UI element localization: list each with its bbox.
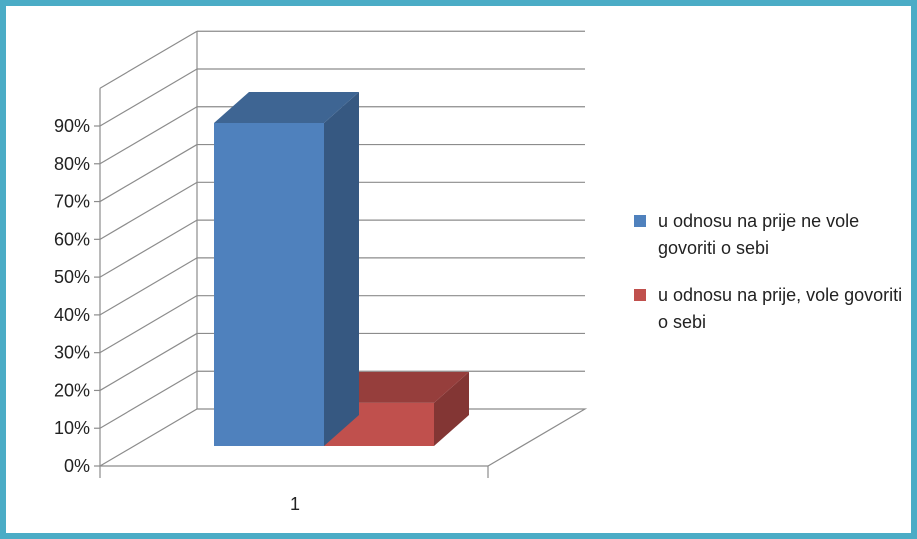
bar-front-series-1 xyxy=(214,123,324,446)
gridline-side-9 xyxy=(99,68,198,127)
floor-outline xyxy=(99,408,588,467)
y-tick-label-2: 20% xyxy=(54,380,90,400)
bar-side-series-1 xyxy=(324,92,359,446)
bar-top-series-1 xyxy=(214,92,359,123)
y-tick-label-7: 70% xyxy=(54,192,90,212)
legend-item-series-1: u odnosu na prije ne vole govoriti o seb… xyxy=(634,208,904,262)
legend-item-series-2: u odnosu na prije, vole govoriti o sebi xyxy=(634,282,904,336)
legend-label-series-1: u odnosu na prije ne vole govoriti o seb… xyxy=(658,211,860,258)
gridline-side-8 xyxy=(99,106,198,165)
gridline-side-6 xyxy=(99,181,198,240)
bars xyxy=(214,92,469,446)
y-tick-label-1: 10% xyxy=(54,418,90,438)
gridline-side-4 xyxy=(99,257,198,316)
y-axis-ticks: 0% 10% 20% 30% 40% 50% 60% 70% 80% 90% xyxy=(54,116,100,476)
gridline-side-2 xyxy=(99,332,198,391)
legend-swatch-red xyxy=(634,289,646,301)
y-tick-label-6: 60% xyxy=(54,229,90,249)
legend-swatch-blue xyxy=(634,215,646,227)
gridline-side-5 xyxy=(99,219,198,278)
y-tick-label-0: 0% xyxy=(64,456,90,476)
y-tick-label-5: 50% xyxy=(54,267,90,287)
legend: u odnosu na prije ne vole govoriti o seb… xyxy=(634,208,904,356)
y-tick-label-9: 90% xyxy=(54,116,90,136)
bar-top-series-2 xyxy=(324,371,469,403)
plot-walls xyxy=(99,31,588,478)
bar-side-series-2 xyxy=(434,371,469,446)
x-category-label: 1 xyxy=(290,494,300,514)
legend-label-series-2: u odnosu na prije, vole govoriti o sebi xyxy=(658,285,903,332)
gridline-side-3 xyxy=(99,295,198,354)
gridline-side-1 xyxy=(99,370,198,429)
y-tick-label-4: 40% xyxy=(54,305,90,325)
y-tick-label-3: 30% xyxy=(54,343,90,363)
gridline-side-top xyxy=(99,30,198,89)
gridline-side-7 xyxy=(99,144,198,203)
y-tick-label-8: 80% xyxy=(54,154,90,174)
